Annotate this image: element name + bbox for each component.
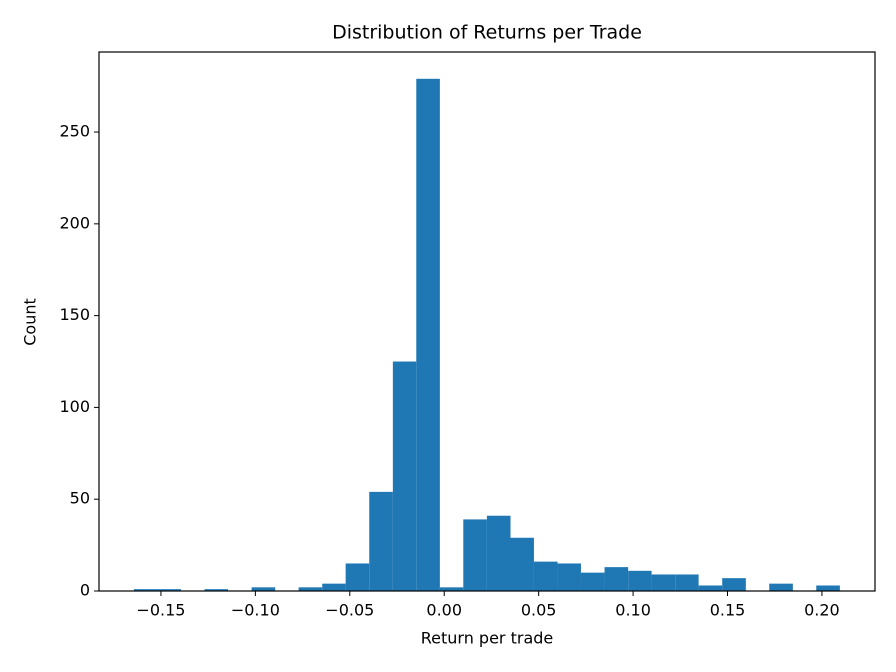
x-tick-label: −0.15	[136, 601, 185, 620]
chart-title: Distribution of Returns per Trade	[332, 22, 642, 44]
bar	[604, 567, 629, 591]
y-tick-label: 200	[59, 213, 90, 232]
bar	[722, 578, 746, 591]
bar	[369, 491, 393, 591]
x-tick-label: 0.10	[615, 601, 651, 620]
bar	[510, 537, 534, 591]
bar	[675, 574, 699, 591]
bar	[557, 563, 581, 591]
bar	[204, 589, 228, 591]
bar	[769, 583, 793, 591]
bar	[157, 589, 181, 591]
y-axis-label: Count	[21, 298, 40, 346]
bar	[298, 587, 323, 591]
x-tick-label: 0.20	[804, 601, 840, 620]
x-tick-label: −0.05	[325, 601, 374, 620]
bar	[416, 78, 440, 592]
bar	[651, 574, 676, 591]
x-axis-label: Return per trade	[421, 629, 554, 648]
bar	[251, 587, 276, 591]
x-tick-label: 0.00	[426, 601, 462, 620]
y-tick-label: 150	[59, 305, 90, 324]
y-tick-label: 100	[59, 397, 90, 416]
bar	[322, 583, 346, 591]
bar	[439, 587, 464, 591]
plot-frame	[98, 51, 876, 592]
y-tick-label: 250	[59, 122, 90, 141]
bar	[816, 585, 840, 591]
bar	[345, 563, 370, 591]
y-tick-label: 0	[80, 581, 90, 600]
bar	[463, 519, 487, 591]
y-tick-label: 50	[70, 489, 90, 508]
bar	[580, 572, 605, 591]
bar	[133, 589, 158, 591]
x-tick-label: 0.15	[710, 601, 746, 620]
bar	[392, 361, 417, 591]
bar	[698, 585, 723, 591]
bar	[628, 570, 652, 591]
x-tick-label: 0.05	[521, 601, 557, 620]
x-tick-label: −0.10	[231, 601, 280, 620]
bar	[533, 561, 558, 591]
bar	[486, 515, 511, 591]
